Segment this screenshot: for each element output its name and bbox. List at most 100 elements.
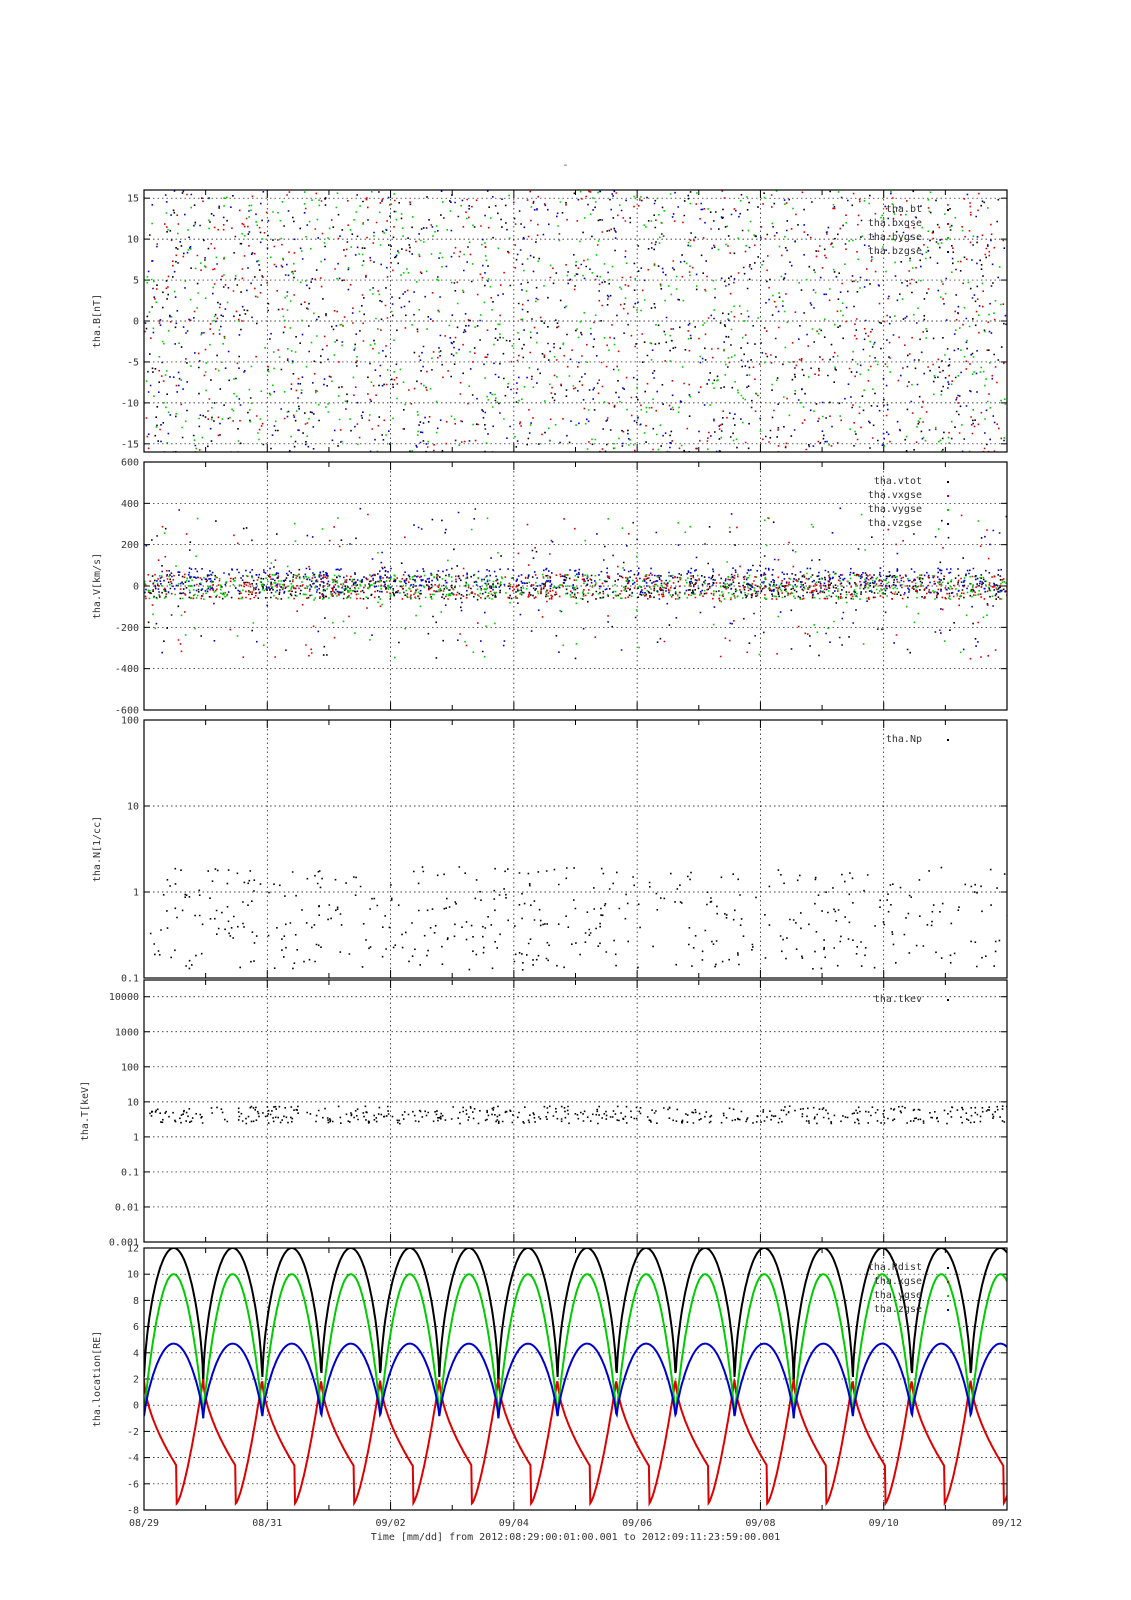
legend-entry: tha.ygse [874,1290,922,1301]
y-tick-label: 2 [133,1375,139,1386]
legend-swatch [947,237,949,239]
legend-entry: tha.Rdist [868,1262,922,1273]
legend-entry: tha.bxgse [868,218,922,229]
y-tick-label: 0.1 [121,974,139,985]
series-points-tha-tkev [149,1105,1007,1125]
x-tick-label: 09/08 [745,1518,775,1529]
y-tick-label: 5 [133,276,139,287]
y-tick-label: -200 [115,623,139,634]
y-axis-label: tha.V[km/s] [92,553,103,619]
panel-3: 10000 1000 100 10 1 0.1 0.01 0.001 tha.T[keV] tha… [80,979,1008,1249]
y-tick-label: -5 [127,357,139,368]
legend-swatch [947,1281,949,1283]
series-points-tha-vxgse [144,513,1007,660]
y-tick-label: 10000 [109,992,139,1003]
series-line-tha-zgse [144,1342,1007,1419]
y-tick-label: -600 [115,706,139,717]
series-group [149,866,1007,971]
series-points-tha-Np [149,866,1007,971]
legend-entry: tha.Np [886,734,922,745]
legend-entry: tha.vtot [874,476,922,487]
y-tick-label: 15 [127,194,139,205]
x-tick-label: 09/06 [622,1518,652,1529]
y-tick-label: -400 [115,664,139,675]
panel-0: 15 10 5 0 -5 -10 -15 tha.B[nT] tha.bt tha.bxgse th… [92,189,1008,453]
y-tick-label: -2 [127,1427,139,1438]
series-group [144,190,1007,452]
series-points-tha-bzgse [144,190,1007,452]
y-tick-label: 200 [121,540,139,551]
y-tick-label: -4 [127,1453,139,1464]
y-tick-label: 6 [133,1322,139,1333]
panel-4: 12 10 8 6 4 2 0 -2 -4 -6 -8 tha.location[RE] tha.Rdi… [92,1244,1008,1517]
y-tick-label: 1 [133,888,139,899]
series-group [144,1248,1007,1507]
y-axis-label: tha.B[nT] [92,294,103,348]
series-group [144,507,1007,660]
y-axis-label: tha.N[1/cc] [92,816,103,882]
x-tick-label: 09/10 [869,1518,899,1529]
series-line-tha-ygse [144,1273,1007,1419]
legend-entry: tha.vxgse [868,490,922,501]
legend-swatch [947,1295,949,1297]
y-tick-label: 10 [127,1270,139,1281]
series-points-tha-bt [145,190,1007,452]
series-points-tha-bygse [145,190,1007,452]
legend-swatch [947,223,949,225]
x-tick-label: 09/04 [499,1518,529,1529]
y-tick-label: 4 [133,1348,139,1359]
series-points-tha-bxgse [144,190,1007,452]
y-tick-label: 1 [133,1132,139,1143]
legend-swatch [947,481,949,483]
y-tick-label: -6 [127,1479,139,1490]
legend-swatch [947,739,949,741]
legend-swatch [947,495,949,497]
panel-frame [143,979,1008,1243]
panel-1: 600 400 200 0 -200 -400 -600 tha.V[km/s] tha.vto… [92,458,1008,717]
y-tick-label: 10 [127,235,139,246]
y-tick-label: 10 [127,802,139,813]
legend-entry: tha.bzgse [868,246,922,257]
y-tick-label: 400 [121,499,139,510]
y-tick-label: 1000 [115,1027,139,1038]
y-tick-label: 12 [127,1244,139,1255]
legend-entry: tha.tkev [874,994,922,1005]
legend-swatch [947,509,949,511]
legend-swatch [947,523,949,525]
x-tick-label: 08/29 [129,1518,159,1529]
y-tick-label: 0.1 [121,1167,139,1178]
legend-swatch [947,209,949,211]
series-line-tha-Rdist [144,1248,1007,1386]
y-tick-label: -10 [121,398,139,409]
panel-frame [143,1247,1008,1511]
panel-2: 100 10 1 0.1 tha.N[1/cc] tha.Np [92,716,1008,985]
y-tick-label: 0 [133,1401,139,1412]
y-tick-label: 600 [121,458,139,469]
panel-frame [143,189,1008,453]
y-tick-label: -15 [121,439,139,450]
legend-swatch [947,999,949,1001]
x-tick-label: 09/02 [376,1518,406,1529]
series-group [149,1105,1007,1125]
y-axis-label: tha.T[keV] [80,1081,91,1141]
y-tick-label: 8 [133,1296,139,1307]
series-points-tha-vtot [147,515,1007,660]
legend-entry: tha.zgse [874,1304,922,1315]
legend-entry: tha.bygse [868,232,922,243]
series-line-tha-xgse [144,1378,1007,1507]
y-axis-label: tha.location[RE] [92,1331,103,1427]
y-tick-label: 0 [133,317,139,328]
legend-swatch [947,1309,949,1311]
x-axis-label: Time [mm/dd] from 2012:08:29:00:01:00.00… [371,1532,780,1543]
legend-entry: tha.vygse [868,504,922,515]
y-tick-label: 100 [121,716,139,727]
y-tick-label: 0 [133,582,139,593]
x-tick-label: 09/12 [992,1518,1022,1529]
y-tick-label: 100 [121,1062,139,1073]
panel-frame [143,461,1008,711]
series-points-tha-vzgse [144,507,1006,654]
legend-entry: tha.vzgse [868,518,922,529]
legend-swatch [947,251,949,253]
x-tick-label: 08/31 [252,1518,282,1529]
